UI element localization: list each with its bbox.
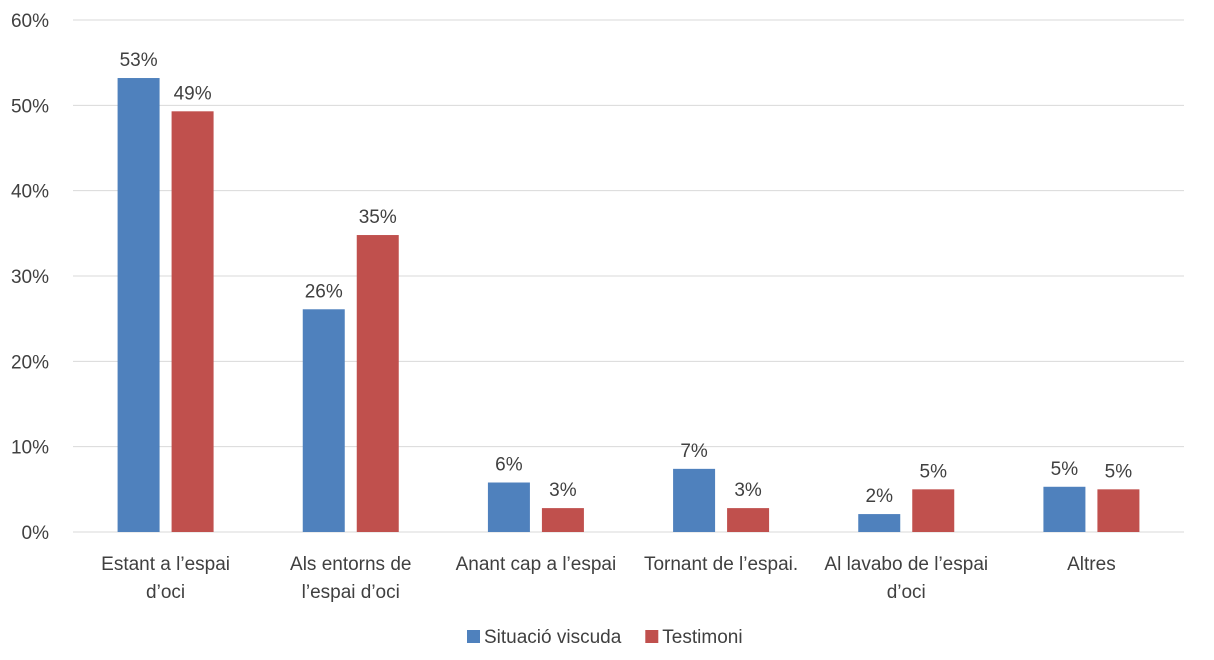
data-label: 26% — [305, 281, 343, 302]
y-tick-label: 20% — [11, 352, 49, 373]
bar — [912, 489, 955, 532]
y-tick-label: 30% — [11, 267, 49, 288]
y-tick-label: 10% — [11, 438, 49, 459]
legend-swatch — [645, 630, 659, 643]
y-tick-label: 0% — [22, 523, 50, 544]
x-category-label: Altres — [1067, 554, 1116, 575]
legend-label: Situació viscuda — [484, 627, 622, 648]
y-tick-label: 60% — [11, 11, 49, 32]
bar — [858, 514, 901, 532]
bar — [487, 482, 530, 532]
legend-label: Testimoni — [662, 627, 742, 648]
bar — [727, 508, 770, 532]
y-tick-label: 50% — [11, 96, 49, 117]
data-label: 35% — [359, 207, 397, 228]
data-label: 3% — [549, 480, 577, 501]
bar — [1097, 489, 1140, 532]
x-category-label: Al lavabo de l’espai — [824, 554, 988, 575]
bar — [117, 78, 160, 532]
data-label: 5% — [920, 461, 948, 482]
x-category-label: Anant cap a l’espai — [456, 554, 617, 575]
legend: Situació viscuda Testimoni — [467, 627, 743, 648]
gridlines — [73, 19, 1184, 533]
x-category-label: d’oci — [887, 582, 926, 603]
data-label: 2% — [866, 486, 894, 507]
x-category-label: Tornant de l’espai. — [644, 554, 798, 575]
x-category-label: l’espai d’oci — [302, 582, 400, 603]
bar — [171, 111, 214, 532]
y-tick-label: 40% — [11, 182, 49, 203]
legend-item: Situació viscuda — [467, 627, 622, 648]
data-label: 3% — [734, 480, 762, 501]
x-category-label: Als entorns de — [290, 554, 411, 575]
bar — [1043, 486, 1086, 532]
bar — [356, 235, 399, 533]
data-label: 5% — [1105, 461, 1133, 482]
data-labels: 53% 49% 26% 35% 6% 3% 7% 3% 2% 5% 5% 5% — [120, 50, 1133, 507]
x-category-label: d’oci — [146, 582, 185, 603]
y-axis-tick-labels: 0% 10% 20% 30% 40% 50% 60% — [11, 11, 49, 544]
data-label: 7% — [680, 441, 708, 462]
data-label: 6% — [495, 455, 523, 476]
data-label: 53% — [120, 50, 158, 71]
legend-item: Testimoni — [645, 627, 743, 648]
data-label: 49% — [174, 83, 212, 104]
data-label: 5% — [1051, 459, 1079, 480]
bar — [302, 309, 345, 532]
bar — [673, 468, 716, 532]
legend-swatch — [467, 630, 480, 643]
bar — [541, 508, 584, 532]
x-category-label: Estant a l’espai — [101, 554, 230, 575]
bars — [117, 78, 1140, 533]
x-axis-category-labels: Estant a l’espai d’oci Als entorns de l’esp… — [101, 554, 1116, 603]
